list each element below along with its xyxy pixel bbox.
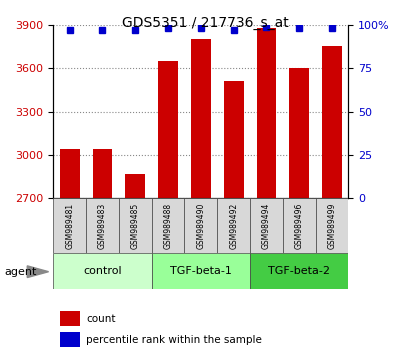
Text: percentile rank within the sample: percentile rank within the sample [86, 335, 261, 345]
Text: GSM989481: GSM989481 [65, 202, 74, 249]
Text: GSM989494: GSM989494 [261, 202, 270, 249]
Bar [184, 198, 217, 253]
Bar [158, 61, 178, 198]
Text: GSM989485: GSM989485 [130, 202, 139, 249]
Text: TGF-beta-1: TGF-beta-1 [170, 266, 231, 276]
Bar [223, 81, 243, 198]
Text: count: count [86, 314, 115, 324]
Bar [249, 253, 348, 289]
Bar [53, 198, 86, 253]
Text: GSM989490: GSM989490 [196, 202, 205, 249]
Text: GSM989488: GSM989488 [163, 202, 172, 249]
Text: GSM989499: GSM989499 [327, 202, 336, 249]
Text: agent: agent [4, 267, 36, 277]
Bar [119, 198, 151, 253]
Bar [191, 39, 210, 198]
Bar [151, 253, 249, 289]
Bar [60, 149, 79, 198]
Bar [125, 174, 145, 198]
Text: TGF-beta-2: TGF-beta-2 [267, 266, 330, 276]
Polygon shape [27, 266, 49, 278]
Text: GSM989492: GSM989492 [229, 202, 238, 249]
Text: control: control [83, 266, 121, 276]
Bar [289, 68, 308, 198]
Text: GSM989483: GSM989483 [98, 202, 107, 249]
Bar [315, 198, 348, 253]
Bar [60, 332, 79, 347]
Bar [60, 311, 79, 326]
Bar [321, 46, 341, 198]
Text: GSM989496: GSM989496 [294, 202, 303, 249]
Bar [53, 253, 151, 289]
Bar [217, 198, 249, 253]
Bar [86, 198, 119, 253]
Bar [282, 198, 315, 253]
Bar [256, 28, 276, 198]
Bar [151, 198, 184, 253]
Bar [92, 149, 112, 198]
Bar [249, 198, 282, 253]
Text: GDS5351 / 217736_s_at: GDS5351 / 217736_s_at [121, 16, 288, 30]
